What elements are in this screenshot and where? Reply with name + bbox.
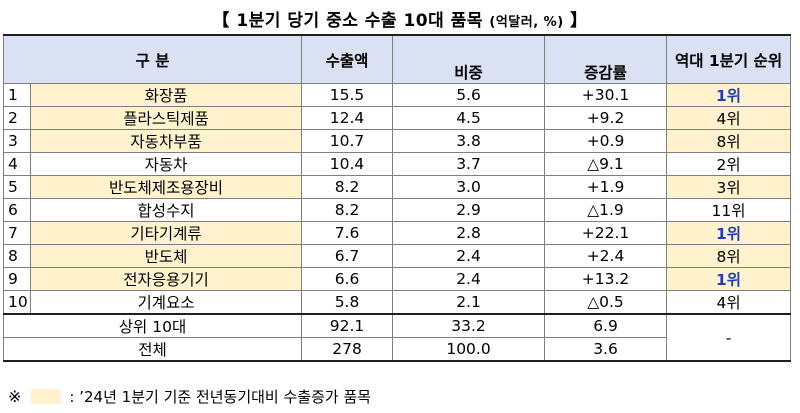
table-row: 1 화장품 15.5 5.6 +30.1 1위 <box>3 83 792 107</box>
row-rank: 4위 <box>666 290 792 315</box>
row-change: +1.9 <box>544 175 668 199</box>
summary-change: 3.6 <box>544 337 668 362</box>
row-change: +9.2 <box>544 106 668 130</box>
row-item: 반도체 <box>29 244 303 268</box>
row-amount: 10.7 <box>301 129 394 153</box>
row-item: 반도체제조용장비 <box>29 175 303 199</box>
table-title: 【 1분기 당기 중소 수출 10대 품목 (억달러, %) 】 <box>0 6 800 31</box>
row-change: +0.9 <box>544 129 668 153</box>
row-rank: 1위 <box>666 221 792 245</box>
summary-row: 상위 10대 92.1 33.2 6.9- <box>2 313 792 362</box>
table-title-close: 】 <box>570 11 588 31</box>
header-export-amount: 수출액 <box>301 34 394 84</box>
row-number: 10 <box>3 290 31 315</box>
row-number: 7 <box>3 221 31 245</box>
summary-share: 100.0 <box>392 337 546 362</box>
table-row: 7 기타기계류 7.6 2.8 +22.1 1위 <box>3 221 792 245</box>
row-rank: 8위 <box>666 129 792 153</box>
row-change: +30.1 <box>544 83 668 107</box>
row-rank: 11위 <box>666 198 792 222</box>
summary-change: 6.9 <box>544 313 668 338</box>
row-amount: 12.4 <box>301 106 394 130</box>
row-change: +22.1 <box>544 221 668 245</box>
row-share: 3.7 <box>392 152 546 176</box>
row-item: 합성수지 <box>29 198 303 222</box>
row-number: 4 <box>3 152 31 176</box>
row-share: 2.1 <box>392 290 546 315</box>
row-change: △0.5 <box>544 290 668 315</box>
header-blank-2 <box>544 34 668 60</box>
table-row: 10 기계요소 5.8 2.1 △0.5 4위 <box>3 290 792 315</box>
summary-amount: 278 <box>301 337 394 362</box>
row-share: 2.9 <box>392 198 546 222</box>
row-rank: 8위 <box>666 244 792 268</box>
table-row: 5 반도체제조용장비 8.2 3.0 +1.9 3위 <box>3 175 792 199</box>
row-number: 5 <box>3 175 31 199</box>
row-number: 3 <box>3 129 31 153</box>
row-amount: 10.4 <box>301 152 394 176</box>
highlight-legend-swatch <box>31 389 62 404</box>
row-share: 2.8 <box>392 221 546 245</box>
note-mark: ※ <box>8 387 22 406</box>
row-share: 4.5 <box>392 106 546 130</box>
row-share: 2.4 <box>392 244 546 268</box>
table-title-text: 【 1분기 당기 중소 수출 10대 품목 <box>212 11 483 31</box>
summary-share: 33.2 <box>392 313 546 338</box>
row-number: 6 <box>3 198 31 222</box>
row-amount: 6.6 <box>301 267 394 291</box>
header-rank: 역대 1분기 순위 <box>666 34 792 84</box>
row-item: 기계요소 <box>29 290 303 315</box>
header-category: 구 분 <box>2 34 303 84</box>
row-amount: 8.2 <box>301 175 394 199</box>
row-rank: 4위 <box>666 106 792 130</box>
row-rank: 1위 <box>666 83 792 107</box>
summary-label: 전체 <box>2 337 303 362</box>
row-number: 9 <box>3 267 31 291</box>
row-rank: 1위 <box>666 267 792 291</box>
header-change: 증감률 <box>544 60 668 84</box>
row-amount: 7.6 <box>301 221 394 245</box>
row-number: 1 <box>3 83 31 107</box>
export-items-table: 구 분 수출액 역대 1분기 순위 비중 증감률 1 화장품 15.5 5.6 +30.… <box>2 34 792 362</box>
table-row: 2 플라스틱제품 12.4 4.5 +9.2 4위 <box>3 106 792 130</box>
row-item: 자동차 <box>29 152 303 176</box>
row-amount: 6.7 <box>301 244 394 268</box>
summary-amount: 92.1 <box>301 313 394 338</box>
row-item: 화장품 <box>29 83 303 107</box>
row-share: 3.0 <box>392 175 546 199</box>
table-row: 3 자동차부품 10.7 3.8 +0.9 8위 <box>3 129 792 153</box>
row-number: 8 <box>3 244 31 268</box>
row-item: 플라스틱제품 <box>29 106 303 130</box>
header-blank <box>392 34 546 60</box>
header-share: 비중 <box>392 60 546 84</box>
table-title-unit: (억달러, %) <box>489 15 564 30</box>
row-item: 자동차부품 <box>29 129 303 153</box>
row-item: 전자응용기기 <box>29 267 303 291</box>
row-change: △1.9 <box>544 198 668 222</box>
footnote: ※ : ’24년 1분기 기준 전년동기대비 수출증가 품목 <box>8 386 371 407</box>
row-change: △9.1 <box>544 152 668 176</box>
row-share: 5.6 <box>392 83 546 107</box>
row-rank: 2위 <box>666 152 792 176</box>
row-share: 2.4 <box>392 267 546 291</box>
row-item: 기타기계류 <box>29 221 303 245</box>
summary-row: 전체 278 100.0 3.6 <box>2 337 791 362</box>
row-change: +13.2 <box>544 267 668 291</box>
table-row: 4 자동차 10.4 3.7 △9.1 2위 <box>3 152 792 176</box>
row-rank: 3위 <box>666 175 792 199</box>
table-row: 9 전자응용기기 6.6 2.4 +13.2 1위 <box>3 267 792 291</box>
row-share: 3.8 <box>392 129 546 153</box>
row-amount: 8.2 <box>301 198 394 222</box>
summary-rank: - <box>666 313 792 362</box>
note-text: : ’24년 1분기 기준 전년동기대비 수출증가 품목 <box>69 388 372 406</box>
row-amount: 15.5 <box>301 83 394 107</box>
table-row: 8 반도체 6.7 2.4 +2.4 8위 <box>3 244 792 268</box>
table-row: 6 합성수지 8.2 2.9 △1.9 11위 <box>3 198 792 222</box>
summary-label: 상위 10대 <box>2 313 303 338</box>
row-number: 2 <box>3 106 31 130</box>
row-change: +2.4 <box>544 244 668 268</box>
row-amount: 5.8 <box>301 290 394 315</box>
